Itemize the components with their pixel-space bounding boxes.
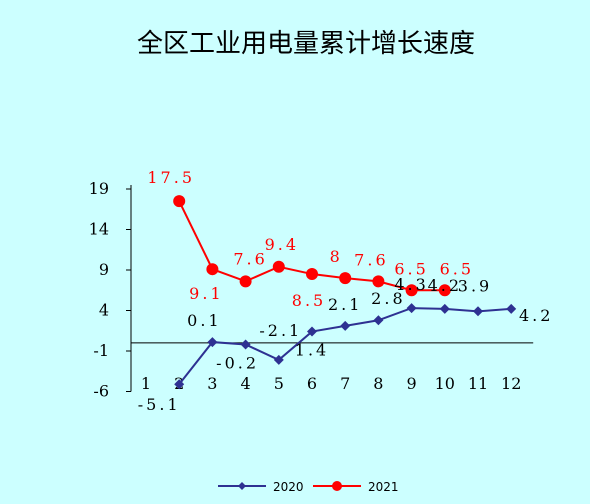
- y-tick-label: 19: [89, 179, 109, 198]
- x-tick-label: 5: [274, 374, 284, 393]
- point-2021: [339, 272, 352, 285]
- data-label-2020: 3.9: [458, 276, 492, 295]
- x-tick-label: 1: [141, 374, 151, 393]
- data-labels: -5.10.1-0.2-2.11.42.1 2.84.34.23.94.217.5…: [138, 168, 553, 414]
- point-2020: [406, 303, 417, 314]
- point-2020: [174, 379, 185, 390]
- data-label-2021: 8.5: [292, 291, 326, 310]
- data-label-2020: -0.2: [216, 354, 259, 373]
- x-tick-label: 6: [307, 374, 317, 393]
- point-2020: [240, 339, 251, 350]
- chart-title: 全区工业用电量累计增长速度: [137, 29, 475, 59]
- point-2020: [273, 354, 284, 365]
- x-tick-label: 8: [373, 374, 383, 393]
- legend: 2020 2021: [218, 480, 399, 494]
- x-tick-label: 9: [407, 374, 417, 393]
- point-2021: [372, 275, 385, 288]
- point-2021: [173, 195, 186, 208]
- point-2021: [272, 260, 285, 273]
- point-2021: [306, 268, 318, 281]
- data-label-2020: 2.8: [371, 289, 405, 308]
- data-label-2020: 2.1: [328, 295, 362, 314]
- x-tick-label: 3: [207, 374, 217, 393]
- data-label-2021: 6.5: [440, 259, 474, 278]
- data-label-2020: -5.1: [138, 395, 181, 414]
- y-tick-label: -1: [93, 341, 109, 360]
- series-line-2020: [178, 307, 512, 385]
- point-2020: [207, 337, 218, 348]
- point-2020: [506, 303, 517, 314]
- x-tick-label: 10: [435, 374, 455, 393]
- series-markers: [173, 195, 517, 390]
- legend-label: 2021: [368, 480, 399, 494]
- data-label-2020: 0.1: [187, 311, 221, 330]
- point-2021: [206, 263, 219, 276]
- data-label-2020: 1.4: [295, 341, 329, 360]
- legend-marker: [332, 481, 342, 491]
- data-label-2021: 9.1: [189, 284, 223, 303]
- point-2021: [438, 284, 451, 297]
- legend-marker: [238, 482, 246, 490]
- point-2020: [439, 303, 450, 314]
- data-label-2021: 17.5: [147, 168, 195, 187]
- y-tick-label: 9: [99, 260, 109, 279]
- data-label-2021: 6.5: [394, 259, 428, 278]
- x-tick-label: 7: [340, 374, 350, 393]
- x-tick-label: 4: [241, 374, 251, 393]
- point-2020: [307, 326, 317, 337]
- point-2020: [340, 320, 351, 331]
- data-label-2020: 4.2: [519, 306, 553, 325]
- data-label-2021: 9.4: [265, 235, 299, 254]
- y-tick-label: 4: [99, 301, 109, 320]
- data-label-2021: 8: [330, 247, 343, 266]
- legend-label: 2020: [273, 480, 304, 494]
- data-label-2020: 4.2: [428, 276, 462, 295]
- point-2021: [239, 275, 252, 288]
- y-tick-label: -6: [93, 382, 109, 401]
- x-tick-label: 11: [468, 374, 488, 393]
- data-label-2020: 4.3: [394, 275, 428, 294]
- data-label-2021: 7.6: [233, 249, 267, 268]
- y-tick-label: 14: [89, 220, 109, 239]
- point-2021: [405, 284, 418, 297]
- x-tick-label: 12: [501, 374, 521, 393]
- data-label-2021: 7.6: [354, 250, 388, 269]
- point-2020: [473, 306, 483, 317]
- point-2020: [373, 315, 384, 326]
- data-label-2020: -2.1: [259, 321, 302, 340]
